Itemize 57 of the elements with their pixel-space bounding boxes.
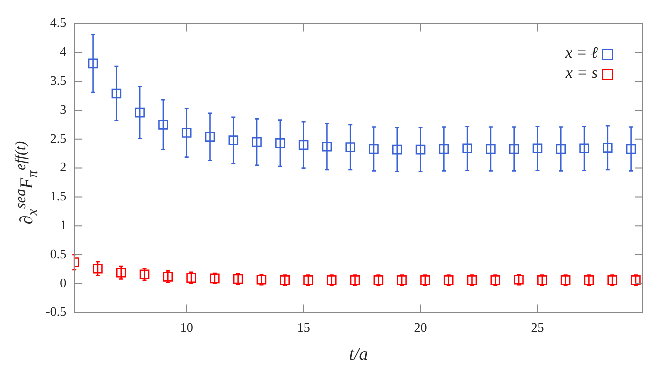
y-tick-label: 3.5 bbox=[50, 73, 67, 88]
point bbox=[486, 144, 496, 154]
point bbox=[228, 136, 239, 146]
point bbox=[140, 270, 150, 280]
point bbox=[462, 144, 472, 154]
point bbox=[205, 132, 216, 142]
point bbox=[416, 144, 426, 155]
point bbox=[93, 264, 103, 274]
point bbox=[88, 58, 98, 69]
point bbox=[439, 144, 450, 154]
point bbox=[182, 128, 192, 138]
point bbox=[276, 138, 286, 148]
point bbox=[603, 143, 613, 153]
legend-label: x = s bbox=[566, 64, 598, 84]
point bbox=[298, 140, 309, 150]
point bbox=[556, 144, 566, 154]
point bbox=[346, 142, 356, 152]
point bbox=[233, 274, 244, 284]
point bbox=[580, 144, 590, 154]
point bbox=[252, 137, 262, 148]
point bbox=[467, 276, 478, 286]
y-tick-label: 0.5 bbox=[50, 246, 67, 262]
point bbox=[369, 144, 379, 154]
point bbox=[584, 276, 594, 286]
point bbox=[392, 144, 402, 155]
y-tick-label: 1.5 bbox=[50, 188, 67, 204]
point bbox=[112, 88, 122, 99]
point bbox=[444, 276, 454, 286]
point bbox=[116, 268, 126, 278]
x-axis-title: t/a bbox=[349, 344, 368, 364]
y-tick-label: -0.5 bbox=[46, 304, 67, 320]
y-tick-label: 1 bbox=[60, 218, 67, 233]
x-tick-label: 25 bbox=[531, 320, 544, 336]
point bbox=[350, 276, 360, 286]
point bbox=[626, 144, 636, 154]
x-tick-label: 10 bbox=[180, 320, 194, 336]
point bbox=[532, 144, 543, 154]
y-tick-label: 2.5 bbox=[50, 130, 67, 146]
point bbox=[163, 272, 174, 282]
x-tick-label: 15 bbox=[297, 320, 310, 336]
point bbox=[490, 276, 501, 286]
point bbox=[322, 142, 332, 152]
point bbox=[326, 276, 337, 286]
point bbox=[514, 274, 524, 285]
point bbox=[135, 108, 145, 118]
point bbox=[158, 120, 168, 130]
y-tick-label: 0 bbox=[60, 275, 67, 290]
point bbox=[374, 276, 384, 286]
y-tick-label: 3 bbox=[60, 102, 67, 117]
point bbox=[509, 144, 520, 154]
y-tick-label: 2 bbox=[60, 160, 67, 175]
point bbox=[560, 276, 571, 286]
legend-label: x = ℓ bbox=[565, 44, 598, 64]
x-tick-label: 20 bbox=[414, 320, 428, 336]
y-tick-label: 4.5 bbox=[50, 15, 67, 30]
point bbox=[256, 274, 267, 285]
y-tick-label: 4 bbox=[60, 44, 68, 60]
